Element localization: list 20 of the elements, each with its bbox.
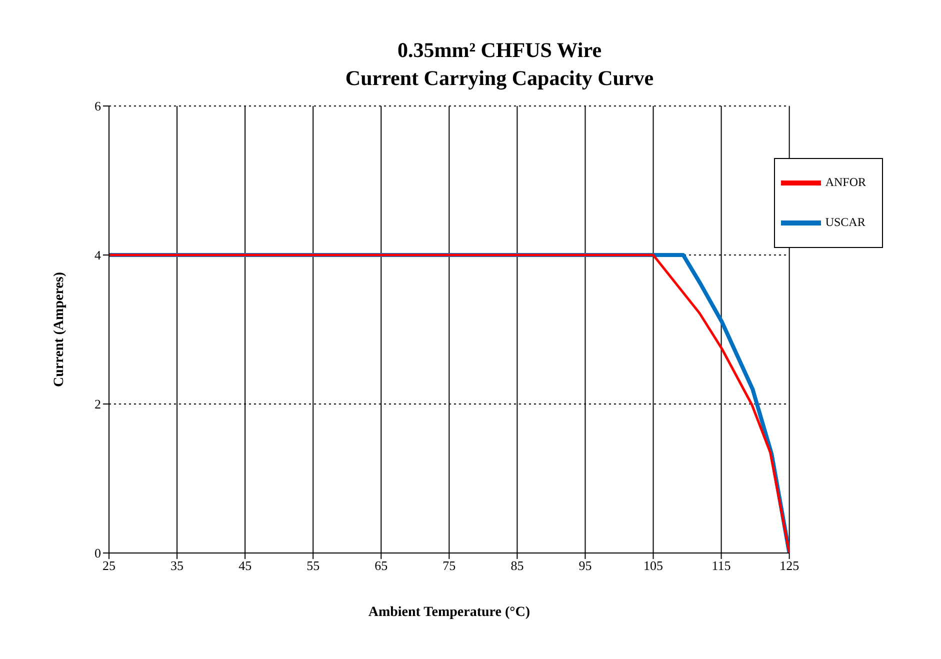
y-tick-label: 2 (94, 396, 101, 412)
x-tick-label: 85 (510, 558, 524, 574)
y-axis-title: Current (Amperes) (52, 272, 67, 387)
x-tick-label: 115 (712, 558, 731, 574)
x-tick-label: 75 (442, 558, 456, 574)
x-tick-label: 65 (374, 558, 388, 574)
y-tick-label: 4 (94, 248, 102, 263)
x-tick-label: 55 (306, 558, 320, 574)
x-axis-title: Ambient Temperature (°C) (368, 605, 530, 620)
legend-label: USCAR (825, 214, 866, 229)
chart-title: 0.35mm² CHFUS Wire Current Carrying Capacity Curve (344, 37, 655, 92)
y-tick-label: 0 (94, 546, 101, 561)
x-tick-label: 105 (644, 558, 663, 574)
x-tick-label: 35 (170, 558, 184, 574)
y-tick-label: 6 (94, 98, 102, 114)
x-tick-label: 25 (102, 558, 116, 574)
x-tick-label: 45 (238, 558, 252, 574)
x-tick-label: 125 (780, 558, 800, 574)
x-tick-label: 95 (578, 558, 592, 574)
legend-label: ANFOR (825, 174, 866, 189)
